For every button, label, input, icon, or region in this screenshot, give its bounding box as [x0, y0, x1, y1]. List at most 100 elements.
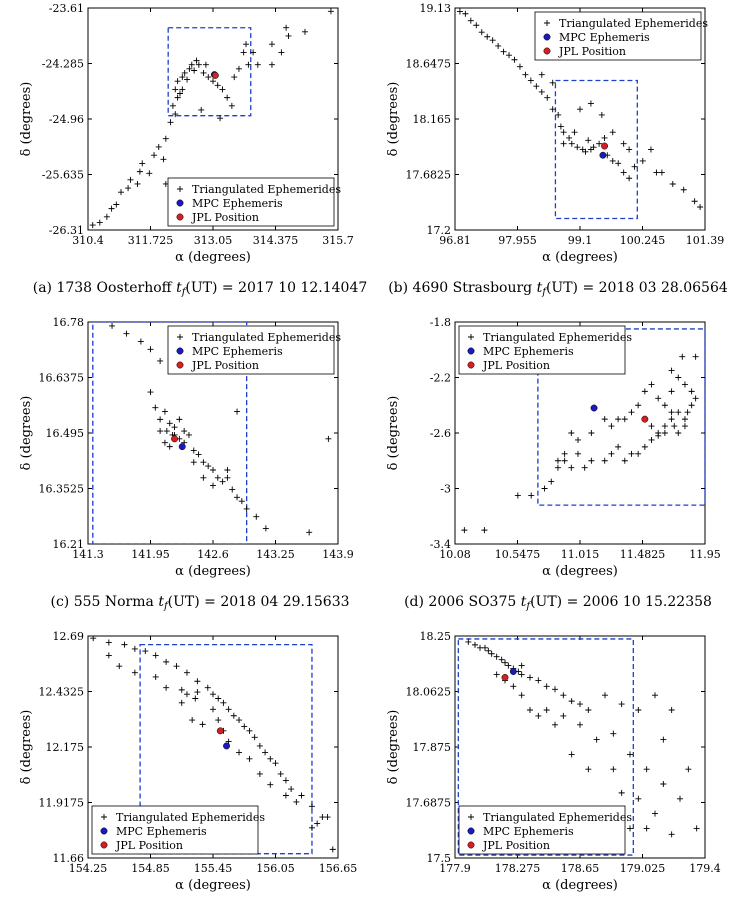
triangulated-point — [210, 706, 216, 713]
triangulated-point — [643, 825, 650, 832]
triangulated-point — [308, 824, 315, 831]
triangulated-point — [157, 416, 164, 423]
triangulated-point — [293, 798, 300, 805]
triangulated-point — [325, 435, 332, 442]
triangulated-point — [626, 175, 633, 182]
triangulated-point — [195, 451, 202, 458]
triangulated-point — [205, 463, 212, 470]
y-tick-label: 16.6375 — [39, 372, 85, 385]
triangulated-point — [190, 447, 197, 454]
jpl-point — [641, 415, 649, 423]
triangulated-point — [267, 755, 274, 762]
triangulated-point — [554, 457, 561, 464]
triangulated-point — [669, 180, 676, 187]
triangulated-point — [510, 683, 517, 690]
panel-f: 177.9 178.275 178.65 179.025 179.4 17.5 17.687… — [386, 630, 721, 893]
legend-label-mpc: MPC Ephemeris — [192, 345, 283, 358]
x-tick-label: 155.45 — [194, 862, 233, 875]
triangulated-point — [183, 691, 190, 698]
triangulated-point — [246, 755, 253, 762]
triangulated-point — [123, 330, 130, 337]
triangulated-point — [620, 169, 627, 176]
legend-label-mpc: MPC Ephemeris — [483, 825, 574, 838]
triangulated-point — [147, 389, 154, 396]
triangulated-point — [688, 388, 695, 395]
triangulated-point — [327, 8, 334, 15]
x-tick-label: 178.275 — [495, 862, 541, 875]
triangulated-point — [131, 669, 138, 676]
triangulated-point — [493, 653, 500, 660]
triangulated-point — [566, 134, 573, 141]
triangulated-point — [608, 450, 615, 457]
triangulated-point — [308, 803, 315, 810]
triangulated-point — [660, 781, 667, 787]
triangulated-point — [635, 795, 642, 802]
x-axis-label: α (degrees) — [542, 564, 618, 579]
triangulated-point — [609, 157, 616, 164]
triangulated-point — [234, 494, 241, 501]
y-tick-label: 16.21 — [53, 538, 85, 551]
x-tick-label: 156.05 — [256, 862, 295, 875]
triangulated-point — [202, 61, 209, 68]
triangulated-point — [210, 467, 216, 473]
triangulated-point — [598, 111, 605, 118]
triangulated-point — [250, 49, 257, 56]
triangulated-point — [585, 707, 592, 713]
y-tick-label: -2.6 — [430, 427, 451, 440]
x-tick-label: 10.08 — [439, 548, 471, 561]
triangulated-point — [234, 408, 241, 415]
triangulated-point — [285, 32, 292, 39]
x-tick-label: 313.05 — [194, 234, 233, 247]
y-axis-label: δ (degrees) — [386, 396, 401, 471]
legend-box — [91, 805, 259, 855]
triangulated-point — [224, 467, 231, 473]
triangulated-point — [609, 129, 616, 136]
legend-label-mpc: MPC Ephemeris — [559, 31, 650, 44]
triangulated-point — [568, 464, 575, 471]
y-tick-label: 18.25 — [420, 630, 452, 643]
y-axis-label: δ (degrees) — [19, 82, 34, 157]
triangulated-point — [658, 169, 665, 176]
legend-marker-triangulated — [468, 334, 474, 340]
triangulated-point — [608, 423, 615, 430]
triangulated-point — [627, 751, 633, 758]
legend-marker-mpc — [467, 347, 475, 355]
triangulated-point — [231, 74, 238, 81]
triangulated-point — [188, 61, 195, 68]
triangulated-point — [189, 717, 196, 724]
triangulated-point — [560, 140, 567, 147]
triangulated-point — [246, 727, 253, 734]
triangulated-point — [272, 760, 279, 767]
data-layer — [457, 638, 700, 856]
triangulated-point — [288, 786, 295, 793]
triangulated-point — [587, 100, 594, 107]
legend-label-mpc: MPC Ephemeris — [483, 345, 574, 358]
y-tick-label: -3 — [440, 483, 451, 496]
triangulated-point — [298, 792, 305, 799]
y-tick-label: -24.285 — [42, 58, 84, 71]
triangulated-point — [210, 482, 216, 489]
legend-box — [458, 805, 626, 855]
triangulated-point — [131, 645, 138, 652]
triangulated-point — [89, 222, 96, 229]
y-tick-label: 18.165 — [413, 113, 452, 126]
triangulated-point — [184, 76, 191, 83]
triangulated-point — [161, 439, 168, 446]
triangulated-point — [199, 721, 206, 728]
triangulated-point — [192, 695, 199, 702]
triangulated-point — [162, 135, 169, 142]
x-tick-label: 10.5475 — [495, 548, 541, 561]
x-tick-label: 179.4 — [689, 862, 721, 875]
triangulated-point — [693, 825, 700, 832]
triangulated-point — [655, 395, 662, 402]
x-tick-label: 314.375 — [253, 234, 299, 247]
y-tick-label: 12.175 — [46, 741, 85, 754]
triangulated-point — [691, 198, 698, 205]
triangulated-point — [215, 717, 222, 724]
triangulated-point — [253, 513, 260, 520]
triangulated-point — [481, 527, 488, 534]
triangulated-point — [456, 8, 463, 15]
